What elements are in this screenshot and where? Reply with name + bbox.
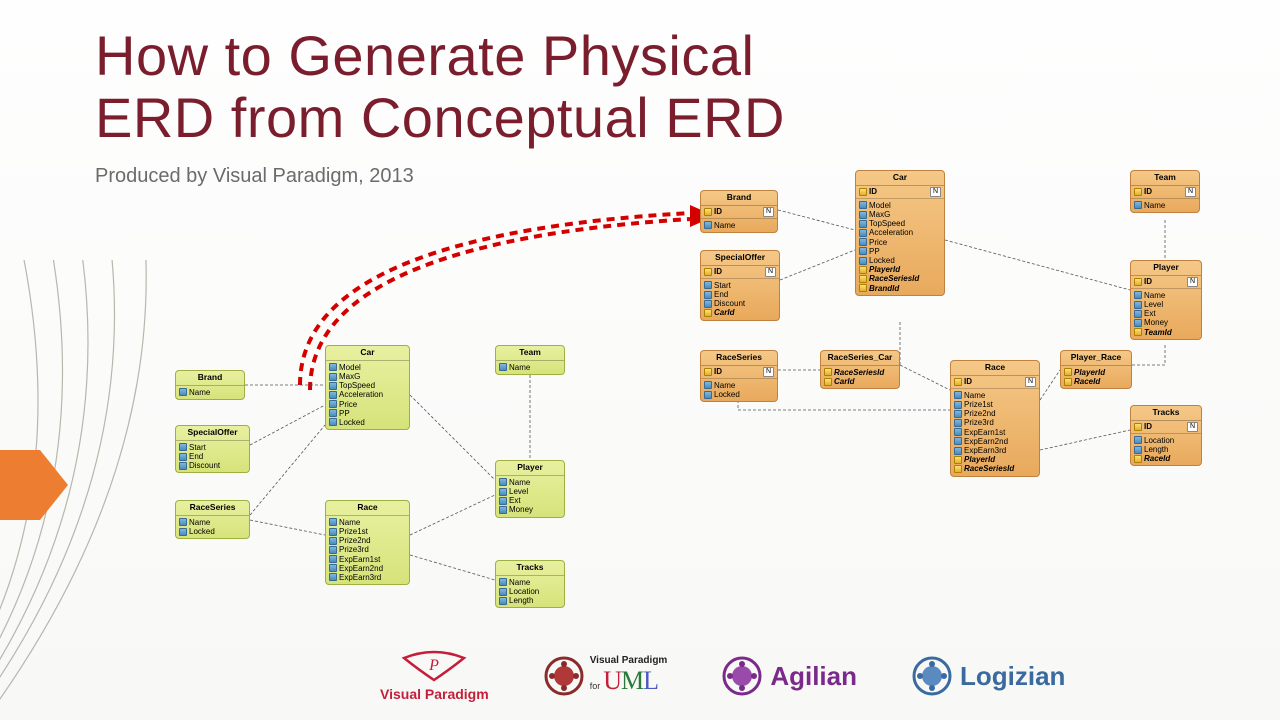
entity-team: TeamName (495, 345, 565, 375)
entity-raceseries: RaceSeriesIDNNameLocked (700, 350, 778, 402)
conceptual-erd: BrandName SpecialOfferStartEndDiscount Rac… (175, 345, 635, 645)
logo-bar: P Visual Paradigm Visual Paradigm for UM… (380, 650, 1065, 702)
entity-car: CarModelMaxGTopSpeedAccelerationPricePPL… (325, 345, 410, 430)
entity-raceseries: RaceSeriesNameLocked (175, 500, 250, 539)
entity-player-race: Player_RacePlayerIdRaceId (1060, 350, 1132, 389)
vp-small-label: Visual Paradigm (590, 656, 668, 666)
agilian-label: Agilian (770, 661, 857, 692)
entity-brand: BrandIDNName (700, 190, 778, 233)
entity-specialoffer: SpecialOfferIDNStartEndDiscountCarId (700, 250, 780, 321)
entity-race: RaceNamePrize1stPrize2ndPrize3rdExpEarn1… (325, 500, 410, 585)
visual-paradigm-logo: P Visual Paradigm (380, 650, 489, 702)
orange-accent-arrow (0, 450, 68, 520)
logizian-label: Logizian (960, 661, 1065, 692)
title-line-1: How to Generate Physical (95, 24, 754, 87)
logizian-gear-icon (912, 656, 952, 696)
logizian-logo: Logizian (912, 656, 1065, 696)
agilian-logo: Agilian (722, 656, 857, 696)
entity-specialoffer: SpecialOfferStartEndDiscount (175, 425, 250, 473)
entity-team: TeamIDNName (1130, 170, 1200, 213)
entity-player: PlayerIDNNameLevelExtMoneyTeamId (1130, 260, 1202, 340)
entity-tracks: TracksIDNLocationLengthRaceId (1130, 405, 1202, 466)
svg-text:P: P (428, 657, 439, 674)
uml-text: UML (603, 666, 658, 696)
entity-tracks: TracksNameLocationLength (495, 560, 565, 608)
uml-gear-icon (544, 656, 584, 696)
physical-erd: BrandIDNName SpecialOfferIDNStartEndDisco… (700, 170, 1255, 570)
vp-label: Visual Paradigm (380, 686, 489, 702)
entity-brand: BrandName (175, 370, 245, 400)
entity-raceseries-car: RaceSeries_CarRaceSeriesIdCarId (820, 350, 900, 389)
agilian-gear-icon (722, 656, 762, 696)
title-line-2: ERD from Conceptual ERD (95, 86, 785, 149)
entity-race: RaceIDNNamePrize1stPrize2ndPrize3rdExpEa… (950, 360, 1040, 477)
entity-car: CarIDNModelMaxGTopSpeedAccelerationPrice… (855, 170, 945, 296)
for-label: for (590, 681, 601, 691)
page-subtitle: Produced by Visual Paradigm, 2013 (95, 165, 414, 188)
entity-player: PlayerNameLevelExtMoney (495, 460, 565, 518)
vp-uml-logo: Visual Paradigm for UML (544, 656, 668, 696)
vp-icon: P (394, 650, 474, 686)
page-title: How to Generate Physical ERD from Concep… (95, 25, 785, 148)
